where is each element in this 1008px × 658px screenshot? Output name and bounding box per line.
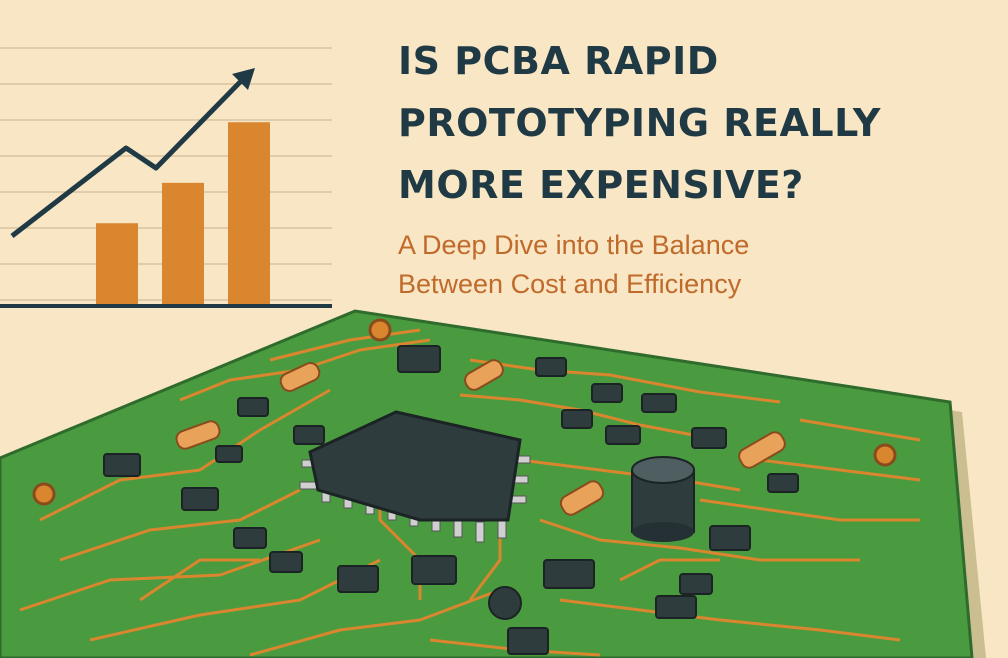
- resistor: [559, 480, 605, 516]
- mounting-holes: [32, 318, 897, 506]
- resistor: [279, 362, 321, 392]
- headline-line: MORE EXPENSIVE?: [398, 163, 804, 207]
- chart-bars: [96, 122, 270, 304]
- microcontroller-chip: [299, 410, 531, 543]
- headline-line: IS PCBA RAPID: [398, 39, 719, 83]
- smd-components: [103, 345, 799, 655]
- headline-line: PROTOTYPING REALLY: [398, 101, 881, 145]
- resistor: [738, 431, 786, 469]
- growth-chart: [0, 47, 332, 308]
- trend-arrow-head-icon: [232, 68, 255, 90]
- subtitle-line: A Deep Dive into the Balance: [398, 230, 750, 260]
- resistor: [464, 359, 504, 391]
- trend-line: [10, 74, 248, 238]
- subtitle: A Deep Dive into the Balance Between Cos…: [398, 226, 998, 304]
- headline: IS PCBA RAPID PROTOTYPING REALLY MORE EX…: [398, 30, 998, 216]
- electrolytic-capacitor: [631, 456, 695, 542]
- subtitle-line: Between Cost and Efficiency: [398, 269, 742, 299]
- resistor: [175, 420, 221, 450]
- chart-bar: [96, 223, 138, 304]
- chart-bar: [162, 182, 204, 304]
- chart-bar: [228, 122, 270, 304]
- resistors: [175, 359, 786, 516]
